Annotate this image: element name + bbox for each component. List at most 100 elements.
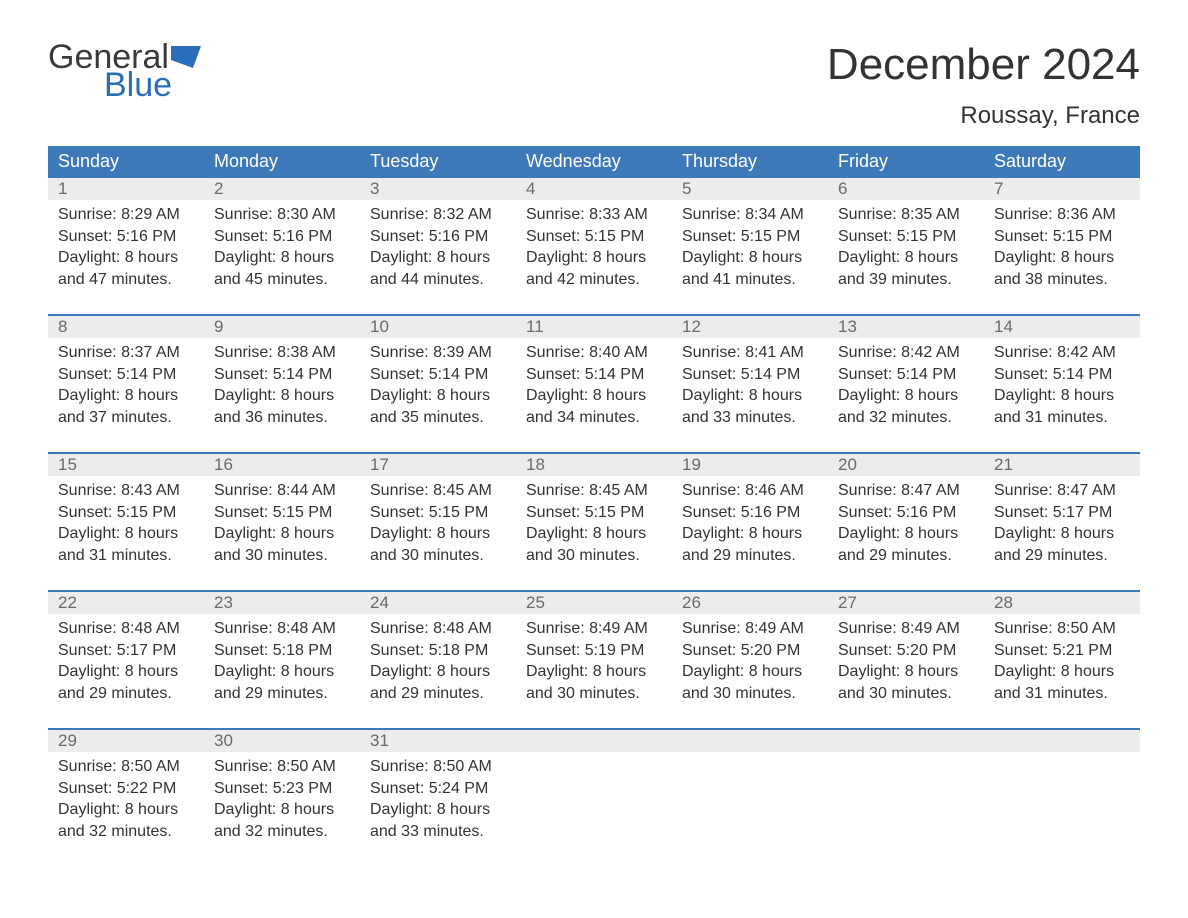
daynum-row: 22232425262728 xyxy=(48,592,1140,614)
daylight-line: Daylight: 8 hours and 45 minutes. xyxy=(214,247,350,290)
sunrise-label: Sunrise: xyxy=(994,620,1057,637)
dow-cell: Sunday xyxy=(48,151,204,172)
sunrise-label: Sunrise: xyxy=(214,620,277,637)
daylight-label: Daylight: xyxy=(994,249,1061,266)
day-cell: Sunrise: 8:47 AMSunset: 5:17 PMDaylight:… xyxy=(984,476,1140,572)
daylight-label: Daylight: xyxy=(370,663,437,680)
sunset-label: Sunset: xyxy=(58,642,117,659)
sunrise-label: Sunrise: xyxy=(838,482,901,499)
day-number: 2 xyxy=(204,179,360,199)
sunrise-label: Sunrise: xyxy=(58,482,121,499)
daylight-line: Daylight: 8 hours and 29 minutes. xyxy=(370,661,506,704)
sunset-line: Sunset: 5:15 PM xyxy=(214,502,350,524)
day-cell: Sunrise: 8:45 AMSunset: 5:15 PMDaylight:… xyxy=(516,476,672,572)
sunset-label: Sunset: xyxy=(682,504,741,521)
day-cell: Sunrise: 8:38 AMSunset: 5:14 PMDaylight:… xyxy=(204,338,360,434)
day-cell: Sunrise: 8:39 AMSunset: 5:14 PMDaylight:… xyxy=(360,338,516,434)
sunrise-line: Sunrise: 8:50 AM xyxy=(994,618,1130,640)
sunset-value: 5:14 PM xyxy=(1053,366,1113,383)
day-number: 16 xyxy=(204,455,360,475)
daylight-label: Daylight: xyxy=(526,525,593,542)
daylight-label: Daylight: xyxy=(526,387,593,404)
daylight-label: Daylight: xyxy=(370,525,437,542)
daylight-line: Daylight: 8 hours and 29 minutes. xyxy=(838,523,974,566)
daylight-label: Daylight: xyxy=(370,387,437,404)
daylight-line: Daylight: 8 hours and 34 minutes. xyxy=(526,385,662,428)
sunrise-value: 8:38 AM xyxy=(277,344,336,361)
week-row: 891011121314Sunrise: 8:37 AMSunset: 5:14… xyxy=(48,314,1140,434)
sunset-value: 5:15 PM xyxy=(117,504,177,521)
day-cell: Sunrise: 8:49 AMSunset: 5:19 PMDaylight:… xyxy=(516,614,672,710)
sunrise-line: Sunrise: 8:29 AM xyxy=(58,204,194,226)
sunset-line: Sunset: 5:19 PM xyxy=(526,640,662,662)
sunrise-line: Sunrise: 8:38 AM xyxy=(214,342,350,364)
sunrise-value: 8:45 AM xyxy=(433,482,492,499)
week-row: 1234567Sunrise: 8:29 AMSunset: 5:16 PMDa… xyxy=(48,176,1140,296)
day-cell: Sunrise: 8:32 AMSunset: 5:16 PMDaylight:… xyxy=(360,200,516,296)
daylight-line: Daylight: 8 hours and 36 minutes. xyxy=(214,385,350,428)
sunset-value: 5:16 PM xyxy=(117,228,177,245)
sunset-value: 5:14 PM xyxy=(585,366,645,383)
day-number: 17 xyxy=(360,455,516,475)
sunset-line: Sunset: 5:23 PM xyxy=(214,778,350,800)
sunset-value: 5:16 PM xyxy=(741,504,801,521)
daylight-line: Daylight: 8 hours and 30 minutes. xyxy=(526,523,662,566)
sunset-line: Sunset: 5:21 PM xyxy=(994,640,1130,662)
sunrise-value: 8:50 AM xyxy=(277,758,336,775)
logo-text-blue: Blue xyxy=(104,68,201,102)
sunset-label: Sunset: xyxy=(838,642,897,659)
day-number: 12 xyxy=(672,317,828,337)
day-number: 29 xyxy=(48,731,204,751)
sunrise-value: 8:32 AM xyxy=(433,206,492,223)
sunset-value: 5:20 PM xyxy=(897,642,957,659)
sunset-value: 5:22 PM xyxy=(117,780,177,797)
sunrise-label: Sunrise: xyxy=(838,206,901,223)
day-cell: Sunrise: 8:35 AMSunset: 5:15 PMDaylight:… xyxy=(828,200,984,296)
sunset-value: 5:14 PM xyxy=(117,366,177,383)
sunset-line: Sunset: 5:15 PM xyxy=(526,226,662,248)
day-number: 9 xyxy=(204,317,360,337)
sunrise-line: Sunrise: 8:47 AM xyxy=(994,480,1130,502)
title-block: December 2024 Roussay, France xyxy=(827,40,1140,140)
day-number: 18 xyxy=(516,455,672,475)
sunset-label: Sunset: xyxy=(994,228,1053,245)
dow-cell: Friday xyxy=(828,151,984,172)
sunrise-line: Sunrise: 8:43 AM xyxy=(58,480,194,502)
daylight-line: Daylight: 8 hours and 32 minutes. xyxy=(838,385,974,428)
sunset-label: Sunset: xyxy=(58,504,117,521)
sunset-label: Sunset: xyxy=(214,780,273,797)
sunset-label: Sunset: xyxy=(682,228,741,245)
day-cell: Sunrise: 8:29 AMSunset: 5:16 PMDaylight:… xyxy=(48,200,204,296)
daylight-label: Daylight: xyxy=(994,387,1061,404)
sunrise-label: Sunrise: xyxy=(370,206,433,223)
day-cell: Sunrise: 8:49 AMSunset: 5:20 PMDaylight:… xyxy=(672,614,828,710)
sunrise-value: 8:30 AM xyxy=(277,206,336,223)
day-cell: Sunrise: 8:50 AMSunset: 5:23 PMDaylight:… xyxy=(204,752,360,848)
sunrise-value: 8:45 AM xyxy=(589,482,648,499)
day-cell xyxy=(672,752,828,848)
daylight-label: Daylight: xyxy=(682,249,749,266)
sunrise-value: 8:41 AM xyxy=(745,344,804,361)
sunset-value: 5:15 PM xyxy=(585,504,645,521)
sunset-label: Sunset: xyxy=(838,504,897,521)
day-number: 1 xyxy=(48,179,204,199)
daylight-line: Daylight: 8 hours and 30 minutes. xyxy=(526,661,662,704)
sunrise-value: 8:50 AM xyxy=(433,758,492,775)
sunset-label: Sunset: xyxy=(370,504,429,521)
day-cell: Sunrise: 8:48 AMSunset: 5:18 PMDaylight:… xyxy=(360,614,516,710)
daylight-line: Daylight: 8 hours and 47 minutes. xyxy=(58,247,194,290)
sunrise-line: Sunrise: 8:48 AM xyxy=(370,618,506,640)
sunrise-label: Sunrise: xyxy=(214,758,277,775)
sunrise-value: 8:47 AM xyxy=(901,482,960,499)
day-cell: Sunrise: 8:50 AMSunset: 5:21 PMDaylight:… xyxy=(984,614,1140,710)
sunset-value: 5:18 PM xyxy=(429,642,489,659)
sunset-label: Sunset: xyxy=(214,366,273,383)
daylight-label: Daylight: xyxy=(838,525,905,542)
day-cell: Sunrise: 8:43 AMSunset: 5:15 PMDaylight:… xyxy=(48,476,204,572)
day-cell: Sunrise: 8:48 AMSunset: 5:17 PMDaylight:… xyxy=(48,614,204,710)
sunset-value: 5:15 PM xyxy=(585,228,645,245)
sunrise-label: Sunrise: xyxy=(370,344,433,361)
sunset-value: 5:16 PM xyxy=(897,504,957,521)
sunset-label: Sunset: xyxy=(370,228,429,245)
sunrise-line: Sunrise: 8:46 AM xyxy=(682,480,818,502)
